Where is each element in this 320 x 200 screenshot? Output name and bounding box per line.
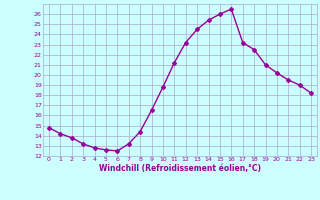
X-axis label: Windchill (Refroidissement éolien,°C): Windchill (Refroidissement éolien,°C)	[99, 164, 261, 173]
